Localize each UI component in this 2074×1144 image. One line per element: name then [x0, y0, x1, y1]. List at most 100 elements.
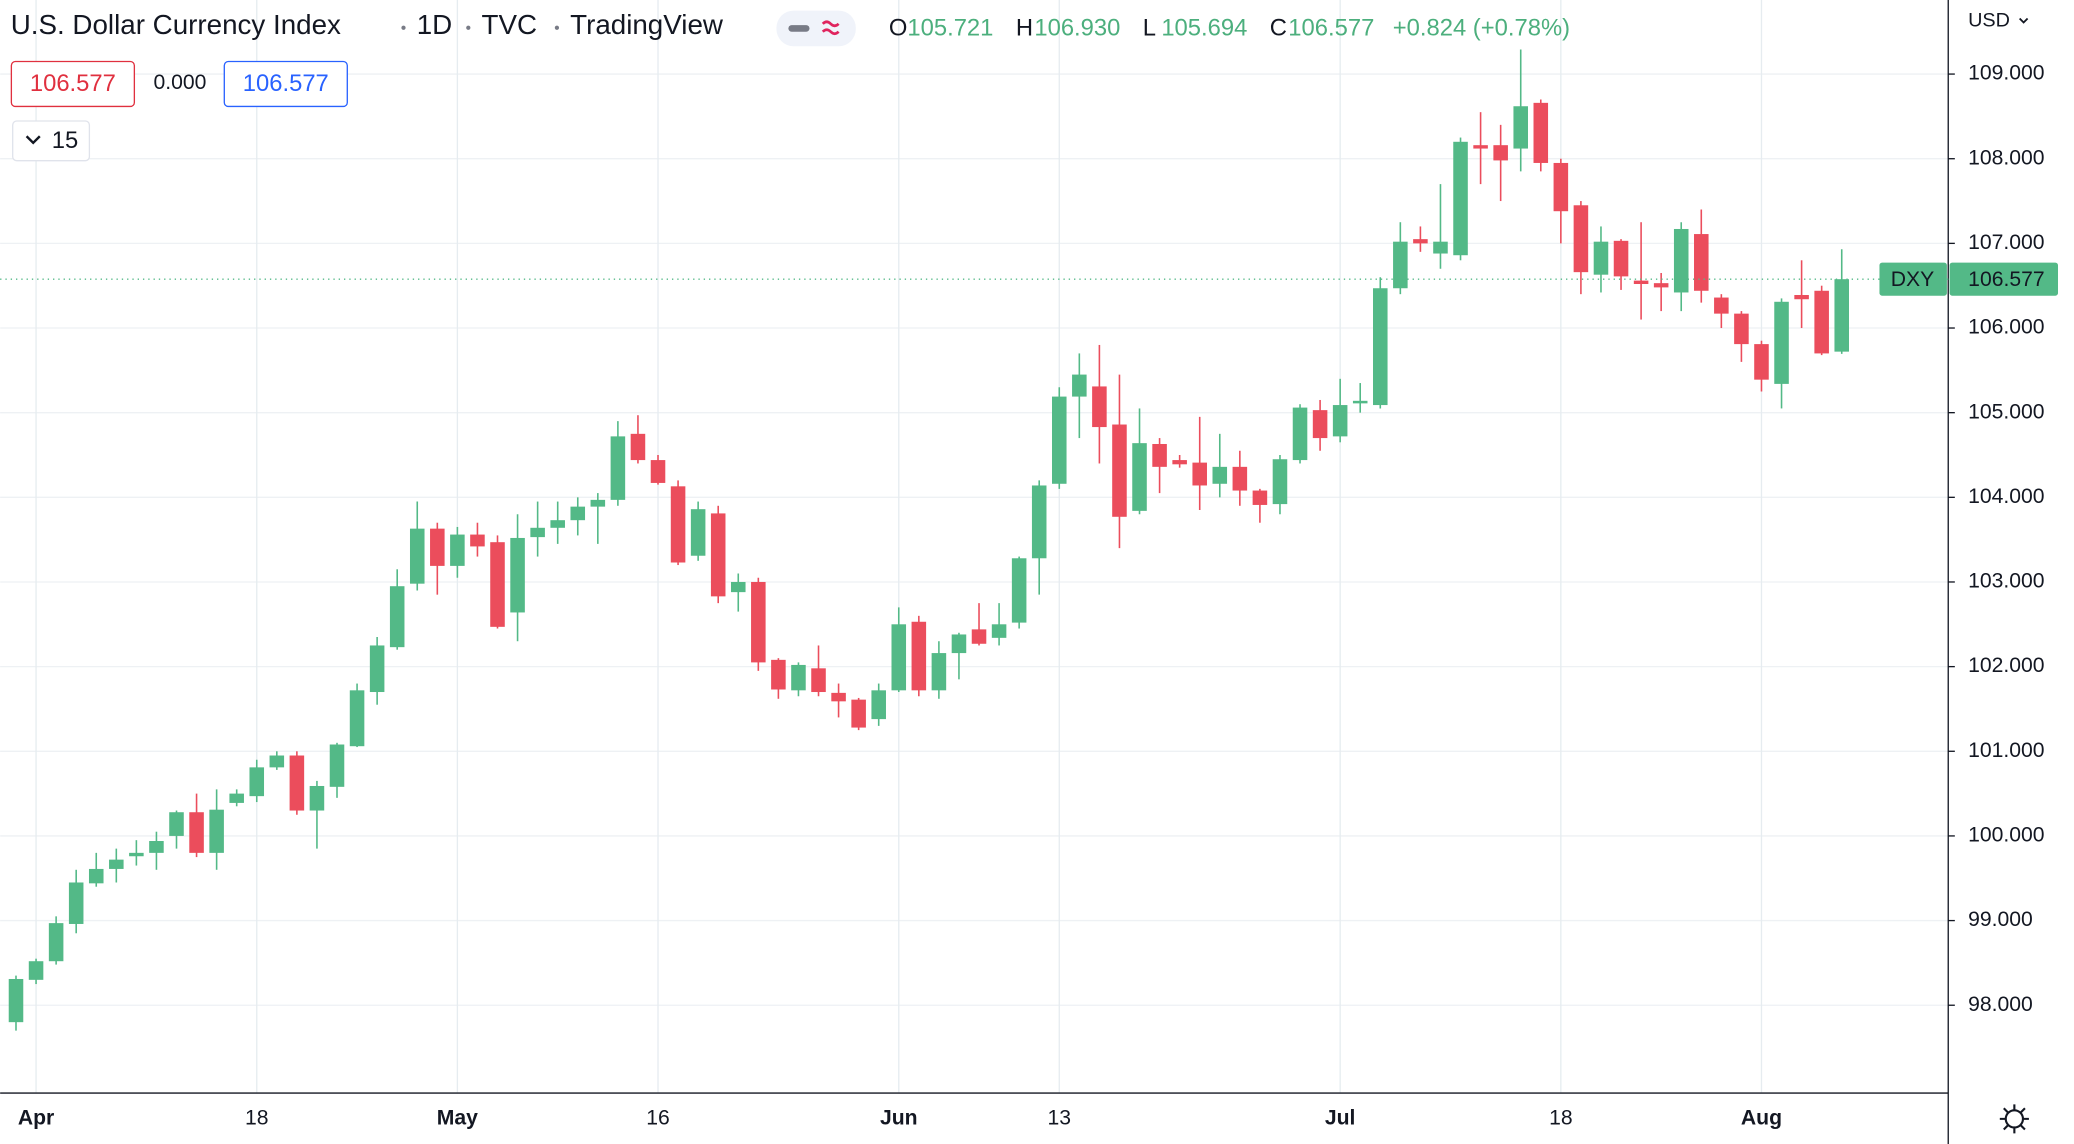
candle-body — [430, 528, 445, 566]
candles — [8, 49, 1850, 1031]
candle-body — [530, 527, 545, 538]
candle-body — [1212, 466, 1228, 484]
y-tick-label: 107.000 — [1968, 231, 2044, 254]
chart-title: U.S. Dollar Currency Index — [11, 9, 341, 40]
y-tick-label: 104.000 — [1968, 485, 2044, 508]
candle-body — [229, 793, 244, 803]
candle-body — [1252, 490, 1268, 505]
candle-body — [1794, 295, 1809, 300]
toggle-chevron — [25, 135, 41, 145]
y-tick-label: 106.000 — [1968, 316, 2044, 339]
candle-body — [570, 506, 586, 521]
candle-body — [169, 812, 184, 836]
buy-box[interactable] — [223, 60, 348, 108]
pill-dash — [788, 25, 810, 32]
y-tick-label: 99.000 — [1968, 908, 2033, 931]
toggle-value: 15 — [52, 127, 78, 154]
candle-body — [68, 882, 84, 924]
candle-body — [1473, 145, 1488, 149]
y-tick-label: 98.000 — [1968, 993, 2033, 1016]
candle-body — [470, 534, 485, 547]
candle-body — [349, 690, 365, 747]
y-tick-label: 100.000 — [1968, 824, 2044, 847]
last-price-label: 106.577 — [1968, 268, 2044, 291]
candle-body — [1172, 460, 1187, 465]
candle-body — [48, 923, 64, 962]
candle-body — [610, 436, 626, 500]
candle-body — [811, 668, 826, 693]
toggle-box — [12, 120, 91, 162]
candle-body — [1292, 407, 1308, 461]
legend-label: C — [1270, 14, 1287, 41]
sell-box[interactable] — [10, 60, 136, 108]
candle-body — [1533, 102, 1549, 163]
candle-body — [1573, 205, 1589, 273]
spread: 0.000 — [154, 71, 207, 94]
candle-body — [931, 653, 947, 691]
legend-label: H — [1016, 14, 1033, 41]
candle-body — [550, 520, 565, 528]
candle-body — [249, 767, 265, 797]
candle-body — [1493, 145, 1508, 161]
change: +0.824 (+0.78%) — [1393, 14, 1570, 41]
candle-body — [1373, 288, 1388, 406]
volume-toggle[interactable]: 15 — [12, 120, 91, 162]
candle-body — [490, 542, 505, 627]
candle-body — [1694, 234, 1709, 291]
candle-body — [88, 868, 104, 884]
candle-body — [670, 486, 686, 563]
candle-body — [730, 581, 746, 593]
candle-body — [109, 859, 124, 869]
candle-body — [1352, 400, 1368, 404]
candle-body — [189, 812, 204, 853]
candle-body — [289, 755, 305, 811]
legend-label: O — [889, 14, 908, 41]
candle-body — [1232, 466, 1248, 491]
currency-chevron — [2018, 17, 2029, 24]
x-tick-label: 13 — [1047, 1106, 1071, 1129]
y-tick-label: 105.000 — [1968, 400, 2044, 423]
candle-body — [1653, 283, 1669, 288]
candle-body — [630, 433, 646, 461]
separator — [401, 25, 406, 30]
currency: USD — [1968, 9, 2010, 31]
candle-body — [269, 755, 285, 768]
candle-body — [1814, 290, 1829, 354]
y-tick-label: 102.000 — [1968, 654, 2044, 677]
candle-body — [851, 699, 866, 728]
buy-price: 106.577 — [243, 70, 329, 97]
source: TradingView — [570, 9, 724, 40]
currency-menu[interactable]: USD — [1968, 9, 2029, 31]
candle-body — [1754, 344, 1769, 380]
legend-value: 105.721 — [907, 14, 993, 41]
separator — [466, 25, 471, 30]
candle-body — [991, 624, 1007, 638]
legend-value: 105.694 — [1161, 14, 1247, 41]
interval: 1D — [417, 9, 453, 40]
x-tick-label: Aug — [1741, 1106, 1782, 1129]
candle-body — [831, 692, 846, 702]
ohlc-legend: O 105.721 H 106.930 L 105.694 C 106.577 — [889, 14, 1374, 41]
candle-body — [129, 852, 144, 857]
status-pill[interactable] — [776, 10, 856, 47]
settings-button[interactable] — [1999, 1104, 2029, 1134]
candle-body — [1072, 374, 1087, 397]
symbol-tag — [1879, 262, 1947, 296]
candle-body — [1433, 241, 1448, 254]
separator — [554, 25, 560, 30]
x-tick-label: Apr — [18, 1106, 54, 1129]
candle-body — [951, 634, 967, 654]
y-tick-label: 108.000 — [1968, 146, 2044, 169]
candle-body — [369, 645, 385, 693]
x-tick-label: May — [437, 1106, 478, 1129]
candle-body — [971, 629, 987, 644]
candle-body — [1092, 386, 1107, 428]
legend-value: 106.577 — [1288, 14, 1374, 41]
settings-gear — [2004, 1109, 2025, 1129]
last-price-tag — [1949, 262, 2059, 296]
candle-body — [1774, 301, 1789, 384]
last-price: DXY 106.577 — [0, 262, 2059, 296]
candle-body — [1613, 240, 1629, 277]
x-tick-label: 18 — [1549, 1106, 1573, 1129]
candle-body — [771, 659, 786, 690]
